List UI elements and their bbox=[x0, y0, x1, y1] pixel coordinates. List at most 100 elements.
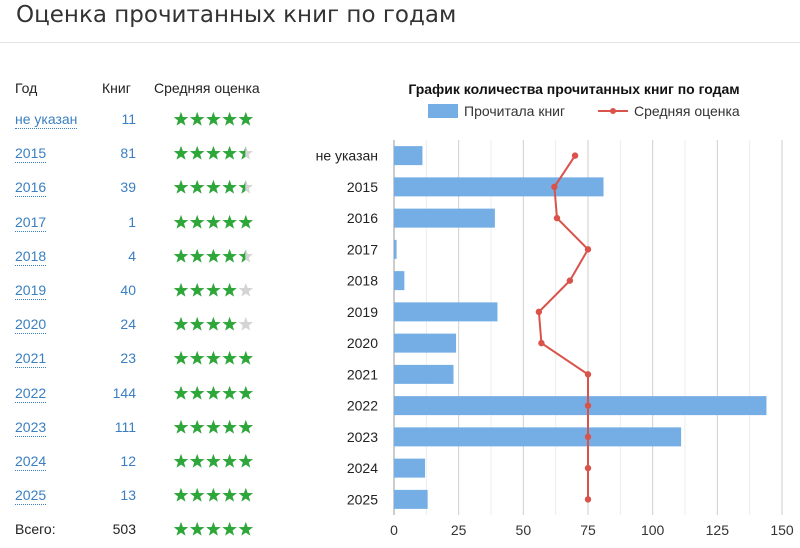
star-full-icon bbox=[189, 351, 205, 366]
star-full-icon bbox=[238, 419, 254, 434]
star-full-icon bbox=[173, 488, 189, 502]
book-count-link[interactable]: 144 bbox=[112, 384, 136, 401]
star-full-icon bbox=[206, 214, 221, 229]
total-count: 503 bbox=[112, 521, 136, 538]
star-full-icon bbox=[173, 248, 189, 263]
star-full-icon bbox=[189, 248, 205, 263]
book-count-link[interactable]: 24 bbox=[120, 316, 136, 333]
bar bbox=[394, 458, 426, 478]
rating-point bbox=[551, 183, 558, 191]
page-title: Оценка прочитанных книг по годам bbox=[16, 2, 457, 28]
year-link[interactable]: 2024 bbox=[15, 453, 47, 471]
y-tick-label: 2016 bbox=[347, 210, 378, 226]
star-full-icon bbox=[189, 522, 205, 537]
book-count-link[interactable]: 11 bbox=[121, 111, 136, 127]
star-full-icon bbox=[222, 351, 237, 366]
star-full-icon bbox=[206, 351, 221, 366]
star-full-icon bbox=[189, 453, 205, 468]
title-divider bbox=[0, 42, 800, 43]
rating-stars-0 bbox=[173, 111, 254, 126]
star-full-icon bbox=[189, 317, 205, 331]
y-tick-label: 2020 bbox=[347, 335, 378, 351]
book-count-link[interactable]: 13 bbox=[120, 487, 136, 504]
x-tick-label: 0 bbox=[390, 522, 398, 538]
book-count-link[interactable]: 1 bbox=[128, 213, 136, 230]
year-link[interactable]: 2020 bbox=[15, 316, 47, 335]
star-full-icon bbox=[173, 453, 189, 468]
year-link[interactable]: не указан bbox=[15, 111, 78, 129]
book-count-link[interactable]: 39 bbox=[120, 179, 136, 196]
star-full-icon bbox=[173, 146, 189, 160]
book-count-link[interactable]: 12 bbox=[120, 453, 136, 469]
star-empty-icon bbox=[238, 248, 254, 263]
year-link[interactable]: 2022 bbox=[15, 384, 47, 403]
x-tick-label: 50 bbox=[516, 522, 532, 538]
star-full-icon bbox=[222, 248, 237, 263]
year-link[interactable]: 2016 bbox=[15, 179, 47, 198]
total-label: Всего: bbox=[15, 521, 56, 538]
book-count-link[interactable]: 81 bbox=[120, 145, 136, 162]
star-full-icon bbox=[206, 180, 221, 195]
rating-point bbox=[571, 152, 579, 159]
y-tick-label: 2015 bbox=[347, 179, 378, 195]
y-tick-label: 2024 bbox=[347, 460, 378, 476]
year-link[interactable]: 2017 bbox=[15, 213, 47, 232]
star-full-icon bbox=[189, 180, 205, 195]
rating-point bbox=[584, 496, 592, 503]
star-full-icon bbox=[206, 248, 221, 263]
star-empty-icon bbox=[238, 282, 254, 297]
rating-point bbox=[535, 308, 543, 316]
year-link[interactable]: 2023 bbox=[15, 418, 47, 437]
book-count-link[interactable]: 4 bbox=[128, 247, 136, 264]
bar bbox=[394, 239, 397, 259]
x-tick-label: 75 bbox=[580, 522, 596, 538]
y-tick-label: 2017 bbox=[347, 241, 378, 257]
star-full-icon bbox=[173, 111, 189, 126]
bar bbox=[394, 364, 454, 384]
y-tick-label: 2025 bbox=[347, 491, 378, 507]
rating-stars-1 bbox=[173, 146, 254, 160]
book-count-link[interactable]: 40 bbox=[120, 282, 136, 298]
book-count-link[interactable]: 111 bbox=[114, 418, 136, 435]
star-full-icon bbox=[238, 453, 254, 468]
star-half-icon bbox=[238, 181, 246, 195]
star-full-icon bbox=[173, 385, 189, 400]
year-link[interactable]: 2018 bbox=[15, 247, 47, 266]
year-link[interactable]: 2021 bbox=[15, 350, 47, 369]
rating-point bbox=[538, 339, 545, 347]
star-full-icon bbox=[222, 385, 237, 400]
star-full-icon bbox=[206, 111, 221, 126]
x-tick-label: 25 bbox=[451, 522, 467, 538]
rating-stars-10 bbox=[173, 453, 254, 468]
y-tick-label: не указан bbox=[316, 148, 378, 164]
rating-stars-2 bbox=[173, 180, 254, 195]
star-full-icon bbox=[173, 351, 189, 366]
rating-point bbox=[584, 433, 592, 441]
bar bbox=[394, 177, 604, 197]
star-full-icon bbox=[222, 282, 237, 297]
star-full-icon bbox=[222, 214, 237, 229]
star-full-icon bbox=[189, 385, 205, 400]
star-full-icon bbox=[222, 522, 237, 537]
book-count-link[interactable]: 23 bbox=[120, 350, 136, 367]
header-count: Книг bbox=[102, 80, 131, 96]
legend-swatch-line-marker bbox=[610, 108, 616, 114]
y-tick-label: 2018 bbox=[347, 273, 378, 289]
star-full-icon bbox=[206, 282, 221, 297]
star-full-icon bbox=[238, 214, 254, 229]
star-full-icon bbox=[173, 180, 189, 195]
bar bbox=[394, 302, 498, 322]
year-link[interactable]: 2015 bbox=[15, 145, 47, 164]
star-empty-icon bbox=[238, 317, 254, 331]
chart-title: График количества прочитанных книг по го… bbox=[408, 81, 739, 97]
year-link[interactable]: 2019 bbox=[15, 282, 47, 300]
star-full-icon bbox=[238, 111, 254, 126]
legend-swatch-bars bbox=[428, 104, 458, 118]
rating-stars-6 bbox=[173, 317, 254, 331]
star-half-icon bbox=[238, 250, 246, 263]
star-full-icon bbox=[238, 351, 254, 366]
star-full-icon bbox=[189, 111, 205, 126]
year-link[interactable]: 2025 bbox=[15, 487, 47, 506]
x-tick-label: 125 bbox=[706, 522, 730, 538]
star-full-icon bbox=[173, 214, 189, 229]
